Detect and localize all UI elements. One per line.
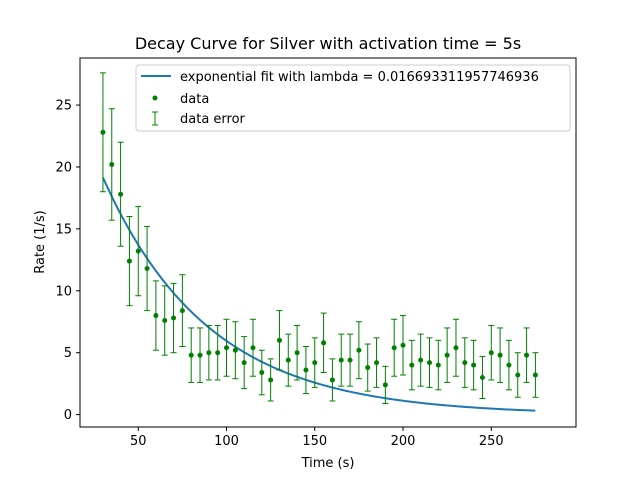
data-point	[188, 352, 194, 358]
data-point	[197, 352, 203, 358]
data-point	[153, 313, 159, 319]
data-point	[215, 350, 221, 356]
data-point	[100, 129, 106, 135]
data-point	[109, 161, 115, 167]
data-point	[391, 345, 397, 351]
x-axis-label: Time (s)	[301, 456, 355, 471]
data-point	[444, 352, 450, 358]
x-tick-label: 150	[302, 434, 327, 449]
x-tick-label: 250	[479, 434, 504, 449]
data-point	[171, 315, 177, 321]
data-point	[365, 365, 371, 371]
data-point	[126, 258, 132, 264]
legend-data-label: data	[180, 92, 209, 107]
data-point	[409, 362, 415, 368]
data-point	[506, 362, 512, 368]
y-axis-label: Rate (1/s)	[33, 210, 48, 274]
data-point	[515, 372, 521, 378]
data-point	[321, 340, 327, 346]
data-point	[453, 345, 459, 351]
x-tick-label: 200	[391, 434, 416, 449]
y-tick-label: 25	[55, 99, 72, 114]
legend-error-swatch	[152, 111, 158, 126]
legend-box	[135, 64, 571, 132]
data-point	[497, 352, 503, 358]
data-point	[179, 308, 185, 314]
data-point	[144, 266, 150, 272]
data-point	[462, 360, 468, 366]
data-point	[471, 362, 477, 368]
data-point	[250, 345, 256, 351]
legend-error-label: data error	[180, 112, 246, 127]
x-tick-label: 50	[130, 434, 147, 449]
y-tick-label: 5	[64, 346, 72, 361]
y-tick-label: 15	[55, 222, 72, 237]
y-tick-label: 0	[64, 408, 72, 423]
data-point	[303, 367, 309, 373]
legend-data-marker	[152, 95, 158, 101]
data-point	[418, 357, 424, 363]
legend-fit-label: exponential fit with lambda = 0.01669331…	[180, 70, 539, 85]
data-point	[232, 347, 238, 353]
data-point	[135, 248, 141, 254]
data-point	[276, 337, 282, 343]
axes-frame	[79, 57, 577, 428]
data-point	[347, 357, 353, 363]
data-point	[382, 382, 388, 388]
data-point	[285, 357, 291, 363]
plot-area	[99, 72, 539, 412]
y-tick-label: 20	[55, 160, 72, 175]
fit-curve	[102, 177, 536, 412]
data-point	[241, 360, 247, 366]
data-point	[224, 345, 230, 351]
data-point	[488, 350, 494, 356]
data-point	[532, 372, 538, 378]
data-point	[338, 357, 344, 363]
data-point	[294, 350, 300, 356]
x-tick-label: 100	[214, 434, 239, 449]
data-point	[435, 362, 441, 368]
data-point	[479, 374, 485, 380]
data-point	[162, 318, 168, 324]
data-point	[259, 370, 265, 376]
data-point	[312, 360, 318, 366]
data-point	[356, 347, 362, 353]
data-point	[524, 352, 530, 358]
data-point	[400, 342, 406, 348]
data-point	[426, 360, 432, 366]
data-point	[374, 360, 380, 366]
axis-ticks: 50 100 150 200 250 0 5 10 15 20 25	[55, 99, 503, 449]
legend: exponential fit with lambda = 0.01669331…	[135, 64, 571, 132]
data-point	[118, 191, 124, 197]
y-tick-label: 10	[55, 284, 72, 299]
chart-title: Decay Curve for Silver with activation t…	[135, 34, 521, 53]
data-point	[206, 350, 212, 356]
data-point	[329, 377, 335, 383]
data-point	[268, 377, 274, 383]
